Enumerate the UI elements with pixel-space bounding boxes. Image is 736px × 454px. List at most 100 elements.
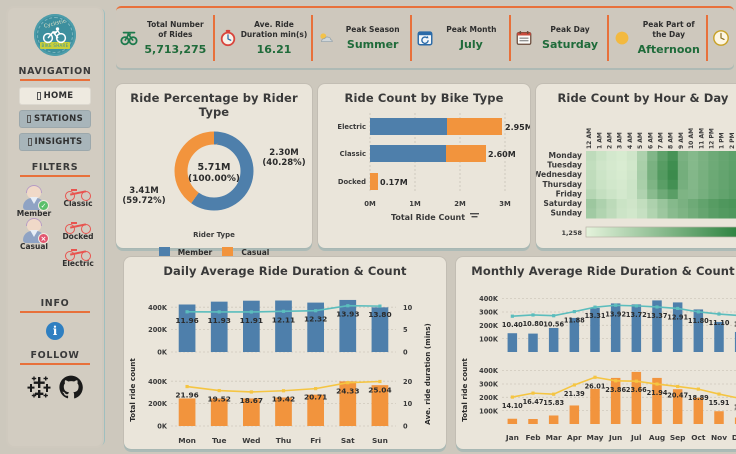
heatmap-cell[interactable] — [657, 208, 668, 219]
tableau-icon[interactable] — [27, 375, 53, 399]
heatmap-cell[interactable] — [606, 170, 617, 181]
bar-classic-member[interactable] — [370, 145, 446, 162]
heatmap-cell[interactable] — [657, 199, 668, 209]
monthly-point[interactable] — [655, 382, 659, 386]
monthly-bar-member[interactable] — [734, 331, 736, 352]
heatmap-cell[interactable] — [616, 208, 628, 219]
heatmap-cell[interactable] — [667, 179, 679, 190]
heatmap-cell[interactable] — [637, 199, 648, 209]
daily-point[interactable] — [217, 388, 221, 393]
monthly-bar-casual[interactable] — [507, 418, 518, 424]
heatmap-cell[interactable] — [647, 208, 658, 219]
monthly-point[interactable] — [552, 392, 556, 396]
monthly-point[interactable] — [593, 305, 597, 309]
daily-point[interactable] — [378, 379, 382, 384]
heatmap-cell[interactable] — [708, 160, 719, 171]
monthly-bar-casual[interactable] — [590, 388, 600, 424]
daily-point[interactable] — [185, 310, 189, 314]
heatmap-cell[interactable] — [728, 179, 736, 190]
monthly-bar-casual[interactable] — [714, 411, 724, 424]
cyclist-logo-icon[interactable]: Cyclistic BIKE SHARE — [34, 14, 76, 56]
heatmap-cell[interactable] — [616, 151, 628, 161]
heatmap-cell[interactable] — [586, 160, 597, 171]
monthly-bar-member[interactable] — [693, 309, 704, 352]
heatmap-cell[interactable] — [677, 189, 689, 200]
heatmap-cell[interactable] — [606, 179, 617, 190]
daily-point[interactable] — [378, 304, 382, 308]
monthly-bar-member[interactable] — [507, 333, 518, 352]
heatmap-cell[interactable] — [667, 189, 679, 200]
heatmap-cell[interactable] — [728, 160, 736, 171]
heatmap-cell[interactable] — [688, 189, 699, 200]
monthly-bar-member[interactable] — [652, 300, 662, 352]
heatmap-cell[interactable] — [708, 170, 719, 181]
heatmap-cell[interactable] — [626, 160, 638, 171]
heatmap-cell[interactable] — [586, 208, 597, 219]
monthly-xlabel[interactable]: Oct — [691, 433, 706, 442]
heatmap-cell[interactable] — [626, 199, 638, 209]
daily-point[interactable] — [346, 304, 350, 308]
daily-bar-member[interactable] — [210, 301, 228, 352]
heatmap-cell[interactable] — [586, 151, 597, 161]
heatmap-cell[interactable] — [637, 170, 648, 181]
heatmap-cell[interactable] — [677, 160, 689, 171]
monthly-bar-casual[interactable] — [610, 377, 621, 424]
heatmap-cell[interactable] — [688, 170, 699, 181]
monthly-point[interactable] — [696, 387, 700, 391]
heatmap-cell[interactable] — [596, 151, 607, 161]
monthly-xlabel[interactable]: Sep — [670, 433, 686, 442]
sort-filter-icon[interactable] — [470, 213, 479, 218]
heatmap-cell[interactable] — [677, 179, 689, 190]
heatmap-cell[interactable] — [728, 170, 736, 181]
heatmap-cell[interactable] — [667, 199, 679, 209]
heatmap-cell[interactable] — [718, 170, 730, 181]
daily-xlabel[interactable]: Fri — [310, 436, 321, 445]
daily-point[interactable] — [249, 310, 253, 314]
heatmap-cell[interactable] — [606, 208, 617, 219]
heatmap-cell[interactable] — [626, 189, 638, 200]
heatmap-cell[interactable] — [616, 179, 628, 190]
daily-point[interactable] — [281, 309, 286, 313]
heatmap-cell[interactable] — [616, 170, 628, 181]
heatmap-cell[interactable] — [616, 160, 628, 171]
heatmap-cell[interactable] — [586, 199, 597, 209]
heatmap-cell[interactable] — [718, 179, 730, 190]
filter-classic[interactable]: Classic — [63, 185, 93, 208]
filter-casual[interactable]: × Casual — [20, 218, 49, 251]
heatmap-cell[interactable] — [647, 189, 658, 200]
heatmap-cell[interactable] — [606, 151, 617, 161]
sidebar-item-home[interactable]: HOME — [19, 87, 91, 105]
heatmap-cell[interactable] — [586, 170, 597, 181]
heatmap-cell[interactable] — [626, 151, 638, 161]
monthly-point[interactable] — [510, 314, 514, 318]
heatmap-cell[interactable] — [698, 160, 709, 171]
bar-electric-casual[interactable] — [447, 118, 502, 135]
monthly-xlabel[interactable]: Jul — [630, 433, 642, 442]
heatmap-cell[interactable] — [596, 189, 607, 200]
monthly-point[interactable] — [634, 304, 638, 308]
heatmap-cell[interactable] — [718, 189, 730, 200]
monthly-point[interactable] — [676, 306, 680, 311]
heatmap-cell[interactable] — [688, 208, 699, 219]
monthly-xlabel[interactable]: Jun — [608, 433, 622, 442]
heatmap-cell[interactable] — [626, 179, 638, 190]
filter-docked[interactable]: Docked — [62, 218, 94, 241]
daily-bar-casual[interactable] — [243, 398, 260, 426]
heatmap-cell[interactable] — [698, 179, 709, 190]
heatmap-cell[interactable] — [637, 160, 648, 171]
monthly-point[interactable] — [572, 383, 576, 387]
monthly-bar-member[interactable] — [590, 307, 600, 352]
github-icon[interactable] — [59, 375, 83, 399]
monthly-bar-member[interactable] — [714, 321, 724, 352]
heatmap-cell[interactable] — [637, 179, 648, 190]
daily-bar-casual[interactable] — [339, 381, 357, 426]
monthly-bar-member[interactable] — [610, 303, 621, 352]
daily-xlabel[interactable]: Sun — [372, 436, 388, 445]
heatmap-cell[interactable] — [688, 179, 699, 190]
daily-bar-casual[interactable] — [178, 398, 196, 426]
heatmap-cell[interactable] — [596, 160, 607, 171]
heatmap-cell[interactable] — [616, 189, 628, 200]
heatmap-cell[interactable] — [647, 199, 658, 209]
monthly-bar-member[interactable] — [631, 304, 642, 352]
monthly-point[interactable] — [572, 310, 576, 314]
